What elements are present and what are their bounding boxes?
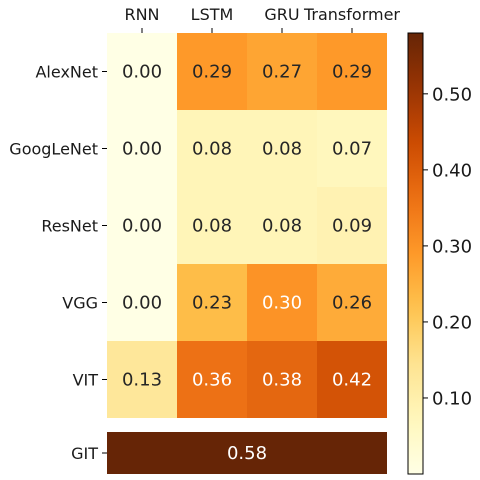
column-label: LSTM: [191, 5, 234, 24]
row-label: ResNet: [41, 217, 98, 236]
row-labels: AlexNet GoogLeNet ResNet VGG VIT: [9, 63, 107, 390]
cell-value-label: 0.26: [332, 293, 372, 314]
colorbar-tick-label: 0.10: [432, 388, 472, 409]
cell-value-label: 0.07: [332, 139, 372, 160]
colorbar-tick-label: 0.40: [432, 160, 472, 181]
cell-value-label: 0.00: [122, 62, 162, 83]
column-labels: RNN LSTM GRU Transformer: [124, 5, 400, 33]
heatmap-cell: [247, 187, 317, 264]
heatmap-cell: [247, 341, 317, 418]
cell-value-label: 0.23: [192, 293, 232, 314]
cell-value-label: 0.09: [332, 216, 372, 237]
heatmap-cell: [107, 341, 177, 418]
summary-row-label: GIT: [71, 444, 98, 463]
column-label: Transformer: [303, 5, 400, 24]
cell-value-label: 0.08: [192, 216, 232, 237]
cell-value-label: 0.13: [122, 370, 162, 391]
row-label: VIT: [73, 371, 99, 390]
colorbar-tick-label: 0.30: [432, 236, 472, 257]
column-label: GRU: [264, 5, 299, 24]
cell-value-label: 0.00: [122, 216, 162, 237]
colorbar: 0.10 0.20 0.30 0.40 0.50: [407, 32, 472, 475]
colorbar-tick-label: 0.20: [432, 312, 472, 333]
heatmap-cells: 0.00 0.29 0.27 0.29 0.00 0.08 0.08 0.07 0.00 0.08…: [107, 33, 387, 418]
row-label: AlexNet: [35, 63, 98, 82]
cell-value-label: 0.42: [332, 370, 372, 391]
cell-value-label: 0.36: [192, 370, 232, 391]
heatmap-cell: [317, 110, 387, 187]
heatmap-cell: [317, 341, 387, 418]
heatmap-cell: [317, 187, 387, 264]
heatmap-cell: [107, 110, 177, 187]
heatmap-cell: [177, 33, 247, 110]
summary-row: 0.58 GIT: [71, 432, 387, 474]
row-label: VGG: [62, 294, 98, 313]
cell-value-label: 0.00: [122, 293, 162, 314]
cell-value-label: 0.30: [262, 293, 302, 314]
colorbar-tick-label: 0.50: [432, 84, 472, 105]
column-label: RNN: [124, 5, 159, 24]
cell-value-label: 0.27: [262, 62, 302, 83]
heatmap-cell: [177, 110, 247, 187]
cell-value-label: 0.00: [122, 139, 162, 160]
heatmap-cell: [107, 33, 177, 110]
summary-value-label: 0.58: [227, 443, 267, 464]
heatmap-cell: [247, 264, 317, 341]
cell-value-label: 0.08: [192, 139, 232, 160]
heatmap-cell: [177, 341, 247, 418]
heatmap-cell: [317, 264, 387, 341]
summary-cell: [107, 432, 387, 474]
cell-value-label: 0.29: [332, 62, 372, 83]
heatmap-cell: [317, 33, 387, 110]
heatmap-cell: [247, 110, 317, 187]
heatmap-cell: [107, 187, 177, 264]
heatmap-cell: [247, 33, 317, 110]
row-label: GoogLeNet: [9, 140, 98, 159]
heatmap-cell: [177, 187, 247, 264]
cell-value-label: 0.29: [192, 62, 232, 83]
cell-value-label: 0.08: [262, 139, 302, 160]
cell-value-label: 0.38: [262, 370, 302, 391]
colorbar-gradient: [407, 32, 424, 475]
cell-value-label: 0.08: [262, 216, 302, 237]
heatmap-cell: [177, 264, 247, 341]
heatmap-cell: [107, 264, 177, 341]
